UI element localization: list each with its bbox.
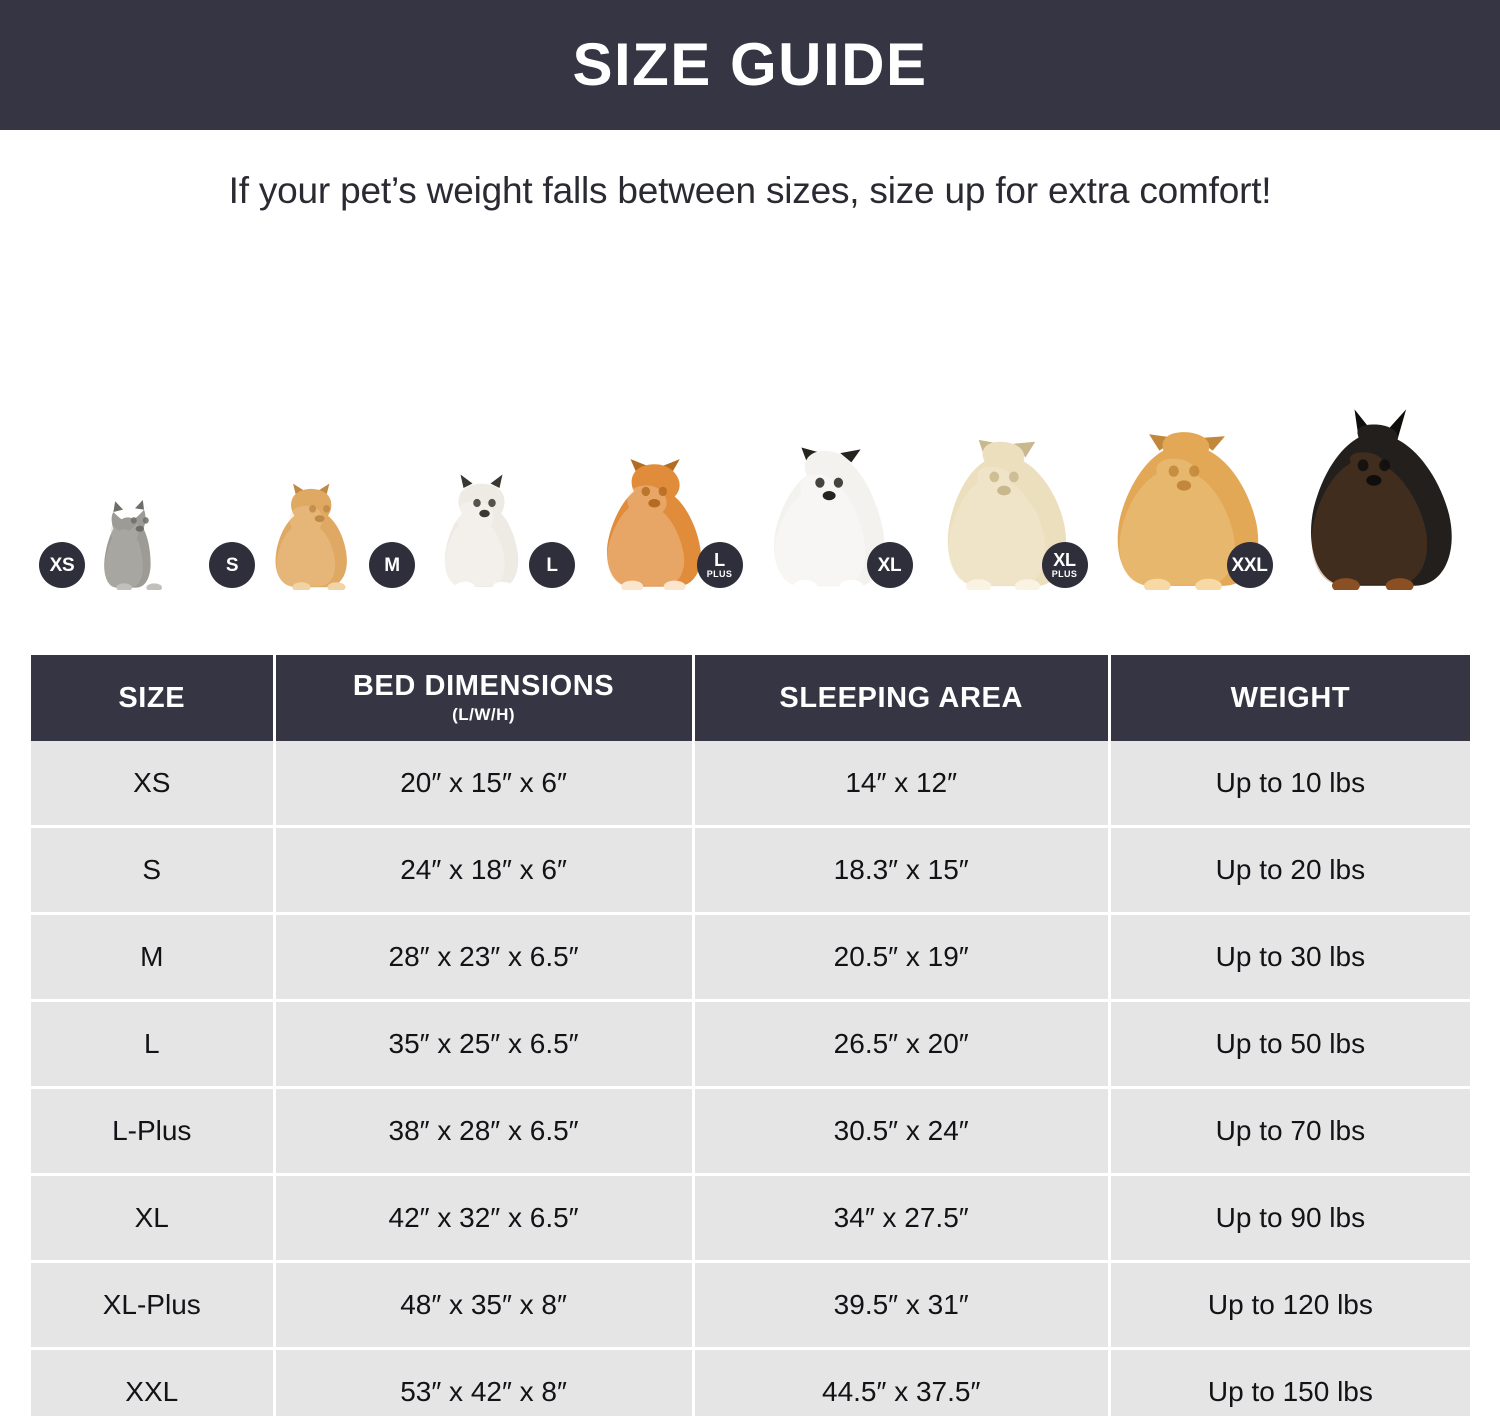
pet-lineup-item: XXL [1226, 290, 1496, 594]
shiba-inu-sitting-icon [571, 375, 741, 593]
pet-lineup-item: S [201, 290, 441, 593]
column-header-size: SIZE [31, 655, 273, 741]
size-badge-sublabel: PLUS [1051, 569, 1078, 579]
size-badge-label: M [384, 554, 400, 576]
cell-bed-dimensions: 48″ x 35″ x 8″ [275, 1263, 692, 1347]
size-badge-label: XL [877, 554, 902, 576]
cell-bed-dimensions: 35″ x 25″ x 6.5″ [275, 1002, 692, 1086]
cell-size: XS [31, 741, 273, 825]
cell-weight: Up to 120 lbs [1110, 1263, 1471, 1347]
table-row: XL 42″ x 32″ x 6.5″ 34″ x 27.5″ Up to 90 lb… [31, 1176, 1471, 1260]
size-badge-l-plus: L PLUS [696, 542, 743, 588]
pet-lineup-item: M [366, 290, 606, 593]
cell-size: M [31, 915, 273, 999]
page-title: SIZE GUIDE [572, 31, 928, 98]
cell-weight: Up to 90 lbs [1110, 1176, 1471, 1260]
size-badge-label: XXL [1231, 554, 1268, 576]
cell-weight: Up to 50 lbs [1110, 1002, 1471, 1086]
cell-size: XXL [31, 1350, 273, 1416]
table-row: XL-Plus 48″ x 35″ x 8″ 39.5″ x 31″ Up to 12… [31, 1263, 1471, 1347]
pet-lineup-item: L PLUS [696, 290, 951, 593]
cell-weight: Up to 30 lbs [1110, 915, 1471, 999]
golden-retriever-sitting-icon [1084, 325, 1289, 594]
cell-sleeping-area: 20.5″ x 19″ [694, 915, 1108, 999]
cell-bed-dimensions: 42″ x 32″ x 6.5″ [275, 1176, 692, 1260]
table-row: XXL 53″ x 42″ x 8″ 44.5″ x 37.5″ Up to 150 … [31, 1350, 1471, 1416]
size-chart-table: SIZE BED DIMENSIONS (L/W/H) SLEEPING AREA WE… [31, 655, 1471, 1416]
cell-size: L-Plus [31, 1089, 273, 1173]
column-header-bed-dimensions: BED DIMENSIONS (L/W/H) [275, 655, 692, 741]
cell-sleeping-area: 34″ x 27.5″ [694, 1176, 1108, 1260]
size-badge-xl-plus: XL PLUS [1041, 542, 1088, 588]
column-header-label: SLEEPING AREA [779, 681, 1023, 714]
cell-weight: Up to 70 lbs [1110, 1089, 1471, 1173]
table-header-row: SIZE BED DIMENSIONS (L/W/H) SLEEPING AREA WE… [31, 655, 1471, 741]
pomeranian-dog-sitting-icon [251, 425, 391, 593]
page-header-banner: SIZE GUIDE [0, 0, 1500, 130]
cell-bed-dimensions: 20″ x 15″ x 6″ [275, 741, 692, 825]
labrador-retriever-sitting-icon [909, 340, 1104, 593]
pet-lineup-item: L [529, 290, 776, 593]
cell-weight: Up to 20 lbs [1110, 828, 1471, 912]
column-header-label: SIZE [118, 681, 186, 714]
column-header-label: BED DIMENSIONS [352, 670, 615, 703]
cell-weight: Up to 10 lbs [1110, 741, 1471, 825]
cell-bed-dimensions: 24″ x 18″ x 6″ [275, 828, 692, 912]
size-badge-xxl: XXL [1226, 542, 1273, 588]
table-row: L-Plus 38″ x 28″ x 6.5″ 30.5″ x 24″ Up to 7… [31, 1089, 1471, 1173]
cell-size: S [31, 828, 273, 912]
table-row: L 35″ x 25″ x 6.5″ 26.5″ x 20″ Up to 50 lbs [31, 1002, 1471, 1086]
pet-lineup-item: XL [866, 290, 1126, 593]
table-body: XS 20″ x 15″ x 6″ 14″ x 12″ Up to 10 lbs S 24… [31, 741, 1471, 1416]
cell-sleeping-area: 14″ x 12″ [694, 741, 1108, 825]
cell-sleeping-area: 30.5″ x 24″ [694, 1089, 1108, 1173]
table-row: M 28″ x 23″ x 6.5″ 20.5″ x 19″ Up to 30 lbs [31, 915, 1471, 999]
column-header-sleeping-area: SLEEPING AREA [694, 655, 1108, 741]
sizing-advice-text: If your pet’s weight falls between sizes… [228, 170, 1272, 211]
column-header-label: WEIGHT [1230, 681, 1351, 714]
size-badge-l: L [529, 542, 575, 588]
gray-cat-sitting-icon [81, 440, 201, 592]
cell-size: XL [31, 1176, 273, 1260]
cell-bed-dimensions: 38″ x 28″ x 6.5″ [275, 1089, 692, 1173]
size-badge-label: L [546, 554, 558, 576]
cell-weight: Up to 150 lbs [1110, 1350, 1471, 1416]
size-badge-s: S [209, 542, 255, 588]
table-row: XS 20″ x 15″ x 6″ 14″ x 12″ Up to 10 lbs [31, 741, 1471, 825]
cell-bed-dimensions: 53″ x 42″ x 8″ [275, 1350, 692, 1416]
cell-sleeping-area: 26.5″ x 20″ [694, 1002, 1108, 1086]
pet-lineup-item: XS [21, 290, 261, 592]
size-badge-label: L [714, 550, 725, 570]
size-badge-label: S [225, 554, 239, 576]
cell-size: XL-Plus [31, 1263, 273, 1347]
cell-sleeping-area: 44.5″ x 37.5″ [694, 1350, 1108, 1416]
cell-bed-dimensions: 28″ x 23″ x 6.5″ [275, 915, 692, 999]
border-collie-sitting-icon [739, 355, 924, 593]
cell-sleeping-area: 18.3″ x 15″ [694, 828, 1108, 912]
cell-sleeping-area: 39.5″ x 31″ [694, 1263, 1108, 1347]
pet-lineup-item: XL PLUS [1041, 290, 1306, 594]
column-header-weight: WEIGHT [1110, 655, 1471, 741]
pet-size-lineup: XS S M [31, 290, 1470, 594]
size-badge-sublabel: PLUS [706, 569, 733, 579]
size-badge-m: M [369, 542, 415, 588]
french-bulldog-sitting-icon [411, 405, 561, 593]
column-header-sublabel: (L/W/H) [452, 704, 516, 724]
cell-size: L [31, 1002, 273, 1086]
size-badge-xl: XL [866, 542, 913, 588]
table-row: S 24″ x 18″ x 6″ 18.3″ x 15″ Up to 20 lbs [31, 828, 1471, 912]
doberman-pinscher-sitting-icon [1269, 305, 1484, 594]
size-badge-label: XS [49, 554, 75, 576]
size-badge-xs: XS [39, 542, 85, 588]
size-badge-label: XL [1053, 550, 1076, 570]
